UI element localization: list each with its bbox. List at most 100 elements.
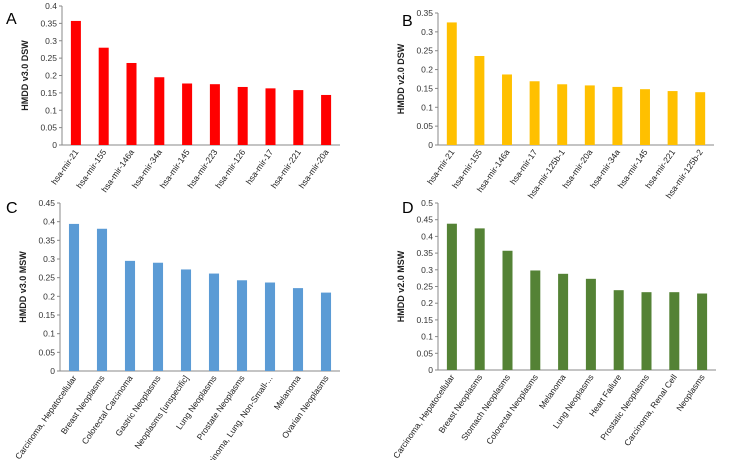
category-label: Carcinoma, Renal Cell [622,372,679,447]
y-tick-label: 0 [52,140,57,150]
y-tick-label: 0.35 [38,235,55,245]
bar [474,55,485,145]
panel-label: B [402,13,413,30]
y-tick-label: 0.25 [416,46,433,56]
bar [180,269,192,371]
panel-label: D [402,200,414,217]
category-label: Neoplasms [674,372,707,413]
y-tick-label: 0.2 [45,71,57,81]
bar [446,22,457,145]
y-tick-label: 0.15 [40,88,57,98]
bar [697,293,708,370]
bar [667,91,678,145]
bar [612,86,623,145]
y-tick-label: 0.4 [43,217,55,227]
bar [558,273,569,370]
y-tick-label: 0.3 [421,27,433,37]
bar [208,273,220,371]
y-tick-label: 0.05 [416,348,433,358]
y-tick-label: 0.5 [421,198,433,208]
category-label: Melanoma [272,373,303,411]
y-tick-label: 0.2 [43,291,55,301]
bar [68,223,80,371]
category-label: Stomach Neoplasms [459,372,512,442]
y-tick-label: 0.45 [38,198,55,208]
bar [321,94,332,145]
y-axis-title: HMDD v3.0 DSW [20,40,30,111]
bar [446,223,457,370]
y-tick-label: 0.3 [43,254,55,264]
bar [209,84,220,145]
bar [613,290,624,370]
y-tick-label: 0.15 [416,315,433,325]
bar [557,84,568,145]
y-tick-label: 0.05 [416,121,433,131]
y-tick-label: 0.45 [416,215,433,225]
chart-panel-a: A 0 0.05 0.1 0.15 0.2 0.25 0.3 0.35 0.4 HMDD v3.0 … [6,1,340,194]
panel-label: C [6,200,18,217]
bar [264,282,276,371]
category-label: Neoplasms [unspecific] [132,373,190,450]
y-tick-label: 0.25 [416,282,433,292]
bar [124,260,136,371]
bar [126,62,137,145]
bar [640,89,650,145]
bar [182,83,193,145]
y-tick-label: 0 [428,365,433,375]
bar [695,92,706,145]
category-label: Prostatic Neoplasms [598,372,651,442]
category-label: Colorectal Neoplasms [484,372,540,446]
bar [265,88,276,145]
bar [154,77,165,145]
bar [320,292,332,371]
bar [584,85,595,145]
bar [152,262,164,371]
bar [502,74,512,145]
panel-label: A [6,11,17,28]
bar [529,81,540,145]
y-tick-label: 0.35 [40,18,57,28]
y-tick-label: 0.2 [421,298,433,308]
bar [292,288,304,371]
y-tick-label: 0 [50,366,55,376]
bar [70,20,81,146]
y-tick-label: 0.3 [421,265,433,275]
chart-panel-c: C 0 0.05 0.1 0.15 0.2 0.25 0.3 0.35 0.4 0.45 HMDD v… [6,198,340,460]
y-tick-label: 0.05 [38,347,55,357]
chart-panel-d: D 0 0.05 0.1 0.15 0.2 0.25 0.3 0.35 0.4 0.45 0.5 HMD… [391,198,716,460]
y-tick-label: 0.35 [416,248,433,258]
y-axis-title: HMDD v2.0 MSW [396,250,406,322]
y-axis-title: HMDD v3.0 MSW [18,251,28,323]
y-tick-label: 0.4 [45,1,57,11]
category-label: Melanoma [537,372,568,410]
y-tick-label: 0.1 [421,332,433,342]
y-tick-label: 0.1 [45,105,57,115]
bar [293,90,304,145]
y-tick-label: 0.1 [421,102,433,112]
y-tick-label: 0.1 [43,329,55,339]
y-tick-label: 0 [428,140,433,150]
y-tick-label: 0.15 [38,310,55,320]
bar [474,228,485,370]
category-label: Colorectal Carcinoma [80,373,135,446]
y-tick-label: 0.2 [421,65,433,75]
chart-panel-b: B 0 0.05 0.1 0.15 0.2 0.25 0.3 0.35 HMDD v2.0 DSW… [396,8,714,200]
bar [96,228,108,371]
y-tick-label: 0.25 [40,53,57,63]
y-tick-label: 0.15 [416,83,433,93]
y-tick-label: 0.3 [45,36,57,46]
y-tick-label: 0.4 [421,231,433,241]
bar [237,86,248,145]
bar [98,47,109,146]
bar [669,292,680,370]
y-tick-label: 0.05 [40,123,57,133]
bar [236,280,248,371]
bar [530,270,541,370]
y-axis-title: HMDD v2.0 DSW [396,43,406,114]
y-tick-label: 0.35 [416,8,433,18]
bar [641,292,652,370]
y-tick-label: 0.25 [38,273,55,283]
bar [502,250,513,370]
bar [585,278,596,370]
